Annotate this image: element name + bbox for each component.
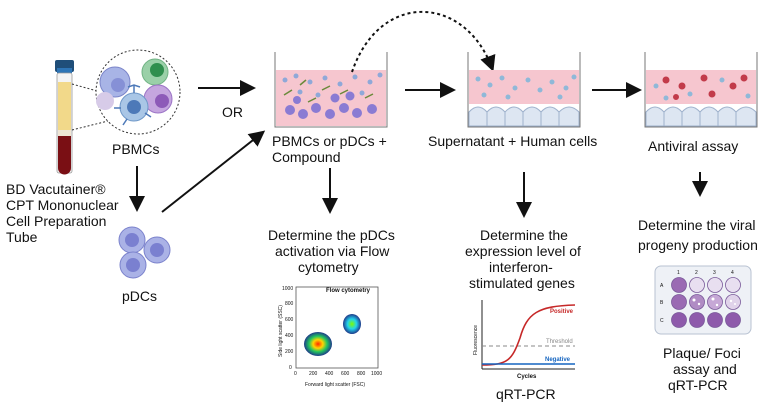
culture-well-antiviral xyxy=(644,52,758,128)
flow-plot-ylabel: Side light scatter (SSC) xyxy=(278,305,284,357)
flow-xtick-1: 200 xyxy=(309,371,318,377)
qrtpcr-label: qRT-PCR xyxy=(496,386,556,402)
transfer-dashed-arrow xyxy=(351,10,496,73)
well1-label-line2: Compound xyxy=(272,149,341,165)
flow-plot-title: Flow cytometry xyxy=(326,288,371,294)
viral-label-line2: progeny production xyxy=(638,237,758,253)
expr-label-line3: interferon- xyxy=(489,259,553,275)
flow-cytometry-plot: Flow cytometry Forward light scatter (FS… xyxy=(278,286,382,388)
plate-col-4: 4 xyxy=(731,270,734,276)
flow-xtick-0: 0 xyxy=(294,371,297,377)
flow-ytick-4: 800 xyxy=(285,301,294,307)
pdcs-cells-icon xyxy=(118,226,171,279)
pcr-negative-label: Negative xyxy=(545,357,571,363)
well-plate-icon: 1 2 3 4 A B C xyxy=(654,265,752,335)
tube-label-line3: Cell Preparation xyxy=(6,213,106,229)
flow-xtick-4: 800 xyxy=(357,371,366,377)
pcr-threshold-label: Threshold xyxy=(546,339,573,345)
flow-ytick-0: 0 xyxy=(289,365,292,371)
arrow-pdcs-to-well xyxy=(161,130,266,213)
positive-curve xyxy=(481,304,576,366)
flow-ytick-3: 600 xyxy=(285,317,294,323)
plaque-label-line2: assay and xyxy=(673,361,737,377)
flow-label-line3: cytometry xyxy=(298,259,359,275)
plaque-label-line3: qRT-PCR xyxy=(668,377,728,393)
expr-label-line2: expression level of xyxy=(465,243,581,259)
flow-label-line2: activation via Flow xyxy=(275,243,390,259)
qrtpcr-amplification-plot: Positive Threshold Negative Cycles Fluor… xyxy=(473,300,576,380)
tube-label-line2: CPT Mononuclear xyxy=(6,197,119,213)
culture-well-supernatant xyxy=(467,52,581,128)
expr-label-line4: stimulated genes xyxy=(469,275,575,291)
flow-ytick-2: 400 xyxy=(285,333,294,339)
well3-label: Antiviral assay xyxy=(648,138,738,154)
plate-col-3: 3 xyxy=(713,270,716,276)
expr-label-line1: Determine the xyxy=(480,227,568,243)
tube-label-line4: Tube xyxy=(6,229,38,245)
pbmcs-label: PBMCs xyxy=(112,141,159,157)
flow-xtick-3: 600 xyxy=(341,371,350,377)
or-label: OR xyxy=(222,104,243,120)
culture-well-compound xyxy=(274,52,388,128)
flow-xtick-2: 400 xyxy=(325,371,334,377)
plaque-label-line1: Plaque/ Foci xyxy=(663,345,741,361)
plate-row-b: B xyxy=(660,300,664,306)
flow-label-line1: Determine the pDCs xyxy=(268,227,395,243)
well1-label-line1: PBMCs or pDCs + xyxy=(272,133,387,149)
tube-label-line1: BD Vacutainer® xyxy=(6,181,106,197)
pcr-xlabel: Cycles xyxy=(517,374,537,380)
plate-row-c: C xyxy=(660,318,664,324)
pbmc-zoom-circle xyxy=(71,49,181,135)
pcr-positive-label: Positive xyxy=(550,309,574,315)
viral-label-line1: Determine the viral xyxy=(638,217,756,233)
plate-col-2: 2 xyxy=(695,270,698,276)
pdcs-label: pDCs xyxy=(122,288,157,304)
flow-ytick-1: 200 xyxy=(285,349,294,355)
plate-row-a: A xyxy=(660,283,664,289)
flow-plot-xlabel: Forward light scatter (FSC) xyxy=(305,382,365,388)
well2-label: Supernatant + Human cells xyxy=(428,133,597,149)
plate-col-1: 1 xyxy=(677,270,680,276)
vacutainer-tube-icon xyxy=(55,60,74,175)
pcr-ylabel: Fluorescence xyxy=(473,325,479,355)
flow-ytick-5: 1000 xyxy=(282,286,293,292)
flow-xtick-5: 1000 xyxy=(371,371,382,377)
